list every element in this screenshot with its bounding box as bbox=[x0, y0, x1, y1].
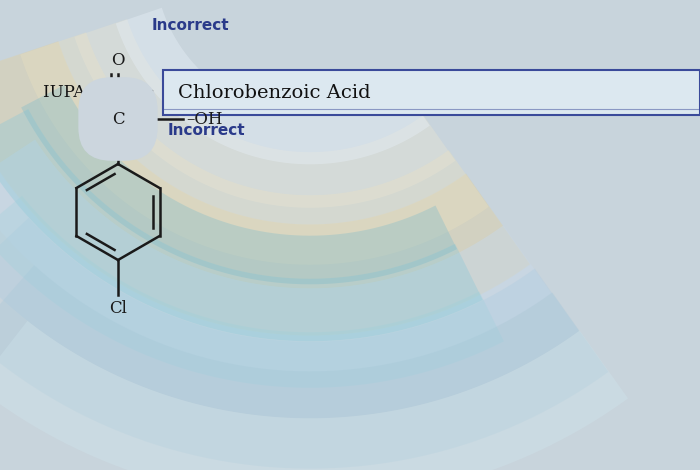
Text: O: O bbox=[111, 52, 125, 69]
Text: –OH: –OH bbox=[186, 110, 223, 127]
Text: Incorrect: Incorrect bbox=[151, 18, 229, 33]
Text: IUPAC name:: IUPAC name: bbox=[43, 84, 155, 101]
Text: C: C bbox=[112, 110, 125, 127]
Bar bbox=[163, 70, 700, 115]
Text: Chlorobenzoic Acid: Chlorobenzoic Acid bbox=[178, 84, 370, 102]
Text: Incorrect: Incorrect bbox=[168, 123, 246, 138]
Text: Cl: Cl bbox=[109, 300, 127, 317]
